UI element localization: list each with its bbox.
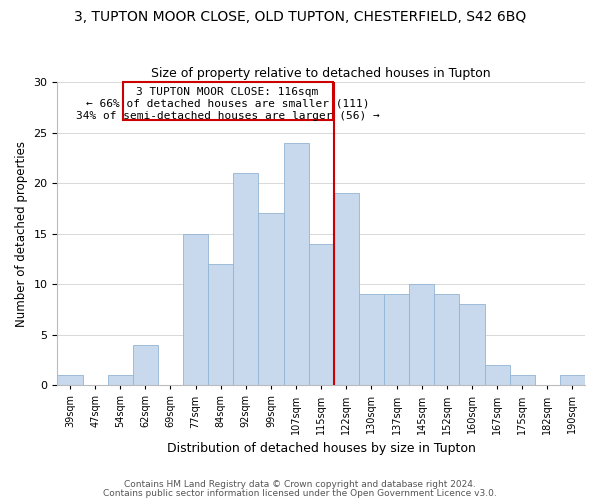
Bar xyxy=(434,294,460,386)
Bar xyxy=(259,214,284,386)
Bar xyxy=(107,375,133,386)
Text: 3, TUPTON MOOR CLOSE, OLD TUPTON, CHESTERFIELD, S42 6BQ: 3, TUPTON MOOR CLOSE, OLD TUPTON, CHESTE… xyxy=(74,10,526,24)
Bar xyxy=(509,375,535,386)
Bar xyxy=(133,345,158,386)
Text: Contains public sector information licensed under the Open Government Licence v3: Contains public sector information licen… xyxy=(103,488,497,498)
Bar xyxy=(485,365,509,386)
Bar xyxy=(409,284,434,386)
X-axis label: Distribution of detached houses by size in Tupton: Distribution of detached houses by size … xyxy=(167,442,476,455)
Bar xyxy=(183,234,208,386)
Bar xyxy=(359,294,384,386)
Y-axis label: Number of detached properties: Number of detached properties xyxy=(15,140,28,326)
Bar xyxy=(384,294,409,386)
Bar xyxy=(334,193,359,386)
Bar xyxy=(233,173,259,386)
Bar xyxy=(308,244,334,386)
Title: Size of property relative to detached houses in Tupton: Size of property relative to detached ho… xyxy=(151,66,491,80)
Text: Contains HM Land Registry data © Crown copyright and database right 2024.: Contains HM Land Registry data © Crown c… xyxy=(124,480,476,489)
FancyBboxPatch shape xyxy=(123,82,332,120)
Text: ← 66% of detached houses are smaller (111): ← 66% of detached houses are smaller (11… xyxy=(86,98,370,108)
Bar xyxy=(58,375,83,386)
Bar xyxy=(284,142,308,386)
Text: 34% of semi-detached houses are larger (56) →: 34% of semi-detached houses are larger (… xyxy=(76,111,379,121)
Text: 3 TUPTON MOOR CLOSE: 116sqm: 3 TUPTON MOOR CLOSE: 116sqm xyxy=(136,86,319,97)
Bar xyxy=(208,264,233,386)
Bar xyxy=(460,304,485,386)
Bar xyxy=(560,375,585,386)
